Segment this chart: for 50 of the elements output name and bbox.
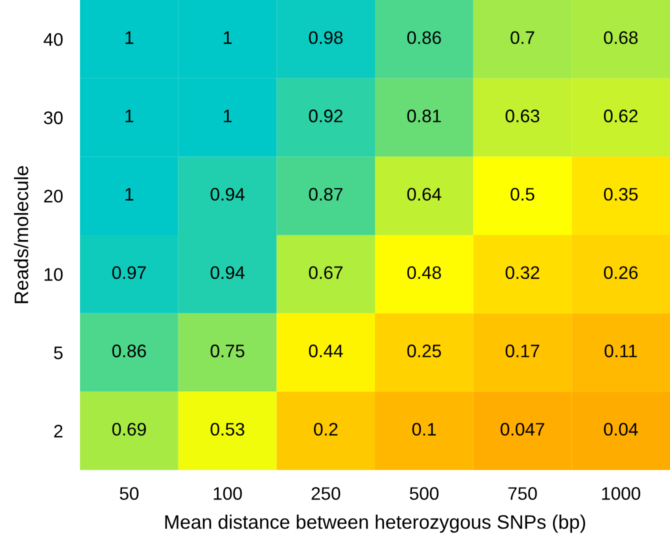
data-label: 0.11 [604, 344, 637, 358]
data-label: 0.68 [604, 31, 638, 44]
data-label: 0.32 [506, 266, 540, 280]
x-tick-label: 500 [410, 487, 439, 500]
data-label: 0.1 [412, 422, 436, 436]
data-label: 0.69 [112, 422, 146, 436]
data-label: 0.62 [604, 110, 638, 122]
data-label: 0.81 [407, 110, 441, 122]
data-label: 0.94 [210, 266, 245, 280]
y-tick-label: 10 [44, 268, 63, 281]
x-tick-label: 50 [120, 487, 139, 500]
x-tick-label: 1000 [602, 487, 640, 500]
data-label: 0.53 [210, 422, 244, 436]
data-label: 1 [126, 188, 134, 200]
x-tick-label: 100 [214, 487, 242, 500]
data-label: 0.63 [506, 110, 540, 122]
data-label: 0.86 [407, 31, 441, 44]
data-label: 0.2 [314, 422, 338, 436]
data-label: 0.87 [308, 188, 342, 201]
data-label: 0.17 [506, 344, 540, 358]
y-tick-label: 30 [44, 111, 63, 124]
x-tick-label: 750 [508, 487, 537, 500]
data-label: 0.44 [308, 344, 343, 358]
y-axis-title: Reads/molecule [14, 166, 28, 304]
data-label: 0.94 [210, 188, 245, 201]
x-tick-label: 250 [312, 487, 340, 500]
data-label: 0.98 [308, 31, 343, 44]
y-tick-label: 2 [54, 424, 62, 438]
y-tick-label: 5 [54, 346, 63, 360]
data-label: 0.48 [407, 266, 441, 280]
data-label: 0.75 [210, 344, 244, 358]
data-label: 0.97 [112, 266, 146, 280]
data-label: 0.25 [407, 344, 441, 358]
data-label: 0.92 [308, 110, 342, 122]
data-label: 0.86 [112, 344, 146, 358]
data-label: 0.04 [604, 422, 638, 436]
data-label: 0.26 [604, 266, 638, 280]
y-tick-label: 20 [44, 190, 63, 203]
data-label: 1 [126, 110, 134, 122]
data-label: 1 [224, 31, 232, 44]
data-label: 1 [126, 31, 134, 44]
data-label: 0.64 [407, 188, 442, 201]
data-label: 1 [224, 110, 232, 122]
data-label: 0.35 [604, 188, 638, 201]
data-label: 0.5 [510, 188, 534, 201]
data-label: 0.047 [500, 422, 544, 436]
data-label: 0.67 [308, 266, 342, 280]
y-tick-label: 40 [44, 33, 63, 46]
data-label: 0.7 [510, 31, 534, 44]
x-axis-title: Mean distance between heterozygous SNPs (bp) [165, 514, 586, 533]
